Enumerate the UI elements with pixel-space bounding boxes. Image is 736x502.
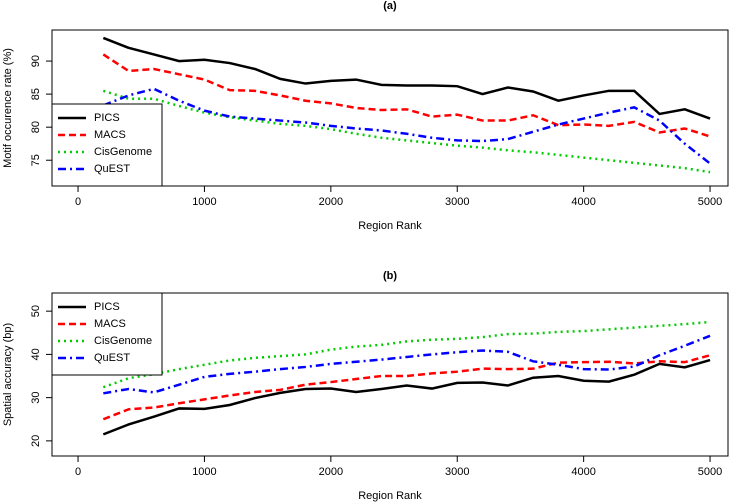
x-tick-label: 0 (75, 196, 81, 208)
y-tick-label: 80 (30, 121, 42, 133)
series-line (102, 358, 711, 436)
legend-label: MACS (94, 318, 126, 330)
x-axis-label: Region Rank (358, 220, 422, 232)
legend-label: QuEST (94, 163, 130, 175)
series-line (102, 89, 711, 174)
y-tick-label: 85 (30, 88, 42, 100)
legend-label: MACS (94, 129, 126, 141)
x-tick-label: 4000 (571, 196, 595, 208)
x-tick-label: 4000 (571, 466, 595, 478)
legend-label: CisGenome (94, 146, 152, 158)
y-tick-label: 30 (30, 392, 42, 404)
x-tick-label: 3000 (445, 196, 469, 208)
y-tick-label: 50 (30, 305, 42, 317)
series-line (102, 53, 711, 138)
y-tick-label: 20 (30, 435, 42, 447)
chart-title: (a) (383, 0, 397, 12)
series-line (102, 36, 711, 120)
y-axis-label: Motif occurence rate (%) (2, 48, 14, 168)
series-line (102, 354, 711, 421)
y-axis-label: Spatial accuracy (bp) (2, 323, 14, 426)
x-tick-label: 0 (75, 466, 81, 478)
series-line (103, 334, 711, 395)
y-tick-label: 90 (30, 55, 42, 67)
y-tick-label: 75 (30, 154, 42, 166)
x-tick-label: 1000 (192, 466, 216, 478)
x-tick-label: 5000 (698, 466, 722, 478)
x-axis-label: Region Rank (358, 490, 422, 502)
legend-label: CisGenome (94, 335, 152, 347)
x-tick-label: 2000 (319, 196, 343, 208)
legend-label: QuEST (94, 352, 130, 364)
chart-title: (b) (383, 270, 397, 282)
x-tick-label: 2000 (319, 466, 343, 478)
series-line (102, 320, 711, 389)
x-tick-label: 3000 (445, 466, 469, 478)
x-tick-label: 1000 (192, 196, 216, 208)
legend-label: PICS (94, 301, 120, 313)
y-tick-label: 40 (30, 348, 42, 360)
x-tick-label: 5000 (698, 196, 722, 208)
legend-label: PICS (94, 112, 120, 124)
series-line (102, 87, 711, 165)
